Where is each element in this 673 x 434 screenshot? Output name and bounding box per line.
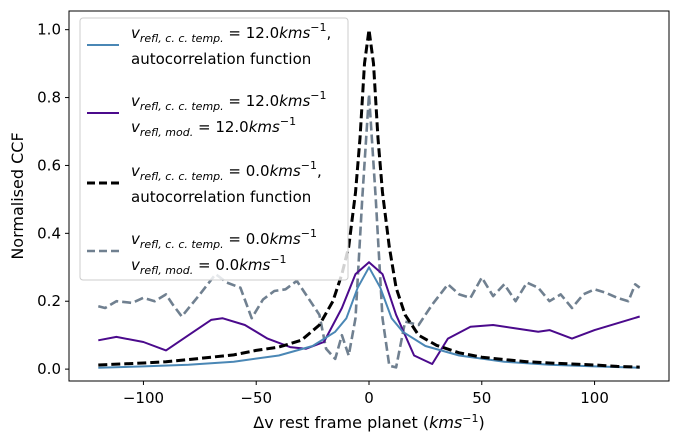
x-tick-label: −100 — [123, 389, 164, 407]
y-tick-label: 0.2 — [37, 292, 61, 310]
series-line-1 — [98, 266, 640, 369]
series-layer — [97, 28, 641, 369]
x-axis-label: Δv rest frame planet (kms−1) — [253, 412, 484, 432]
legend-frame — [79, 17, 349, 281]
legend-entry-4-line-2: vrefl, mod. = 0.0kms−1 — [131, 253, 287, 277]
y-tick-label: 0.4 — [37, 224, 61, 242]
y-axis: 0.0 0.2 0.4 0.6 0.8 1.0 — [37, 21, 69, 378]
y-tick-label: 0.8 — [37, 89, 61, 107]
legend-entry-4-line-1: vrefl, c. c. temp. = 0.0kms−1 — [131, 227, 317, 251]
x-tick-label: 100 — [580, 389, 609, 407]
legend-entry-2-line-1: vrefl, c. c. temp. = 12.0kms−1 — [131, 89, 327, 113]
y-tick-label: 0.6 — [37, 156, 61, 174]
series-line-2 — [98, 261, 640, 365]
series-line-3 — [98, 28, 640, 369]
x-axis: −100 −50 0 50 100 — [123, 381, 609, 407]
x-tick-label: 50 — [472, 389, 491, 407]
legend-entry-1-line-1: vrefl, c. c. temp. = 12.0kms−1, — [131, 21, 331, 45]
legend-entry-1-line-2: autocorrelation function — [131, 50, 311, 68]
x-tick-label: 0 — [364, 389, 374, 407]
x-tick-label: −50 — [240, 389, 272, 407]
y-axis-label: Normalised CCF — [8, 132, 27, 259]
y-tick-label: 1.0 — [37, 21, 61, 39]
legend-entry-2-line-2: vrefl, mod. = 12.0kms−1 — [131, 115, 296, 139]
legend-entry-3-line-2: autocorrelation function — [131, 188, 311, 206]
y-tick-label: 0.0 — [37, 360, 61, 378]
series-line-4 — [97, 92, 641, 369]
legend: vrefl, c. c. temp. = 12.0kms−1, autocorre… — [79, 17, 349, 281]
legend-entry-3-line-1: vrefl, c. c. temp. = 0.0kms−1, — [131, 159, 322, 183]
